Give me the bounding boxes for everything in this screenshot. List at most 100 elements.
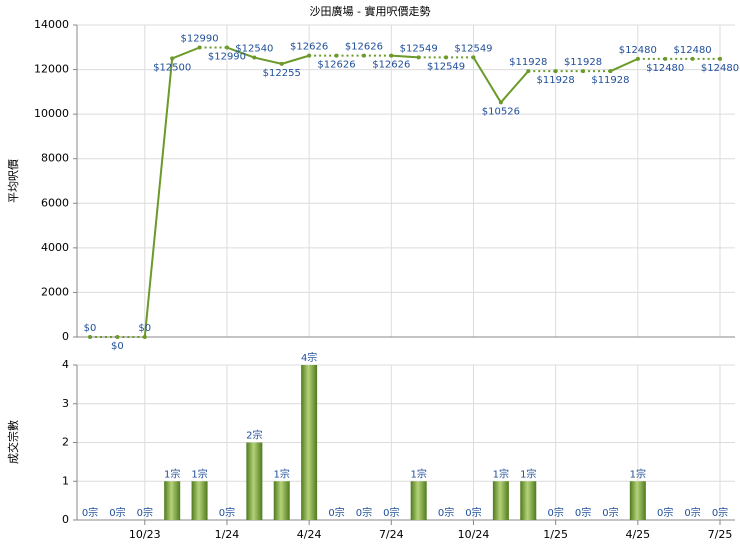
bar	[246, 442, 263, 520]
value-label: $12480	[646, 63, 684, 74]
y-axis-label: 成交宗數	[6, 420, 20, 464]
point	[115, 335, 120, 339]
value-label: 1宗	[520, 467, 536, 480]
y-tick-label: 0	[62, 330, 69, 343]
value-label: 1宗	[493, 467, 509, 480]
value-label: $12480	[619, 45, 657, 56]
value-label: 0宗	[465, 506, 481, 519]
chart-title: 沙田廣場 - 實用呎價走勢	[310, 4, 431, 18]
point	[279, 61, 284, 66]
value-label: 0宗	[547, 506, 563, 519]
point	[718, 56, 722, 61]
x-tick-label: 10/24	[458, 528, 490, 541]
line-segment	[226, 46, 255, 59]
value-label: $11928	[509, 57, 547, 68]
y-tick-label: 12000	[34, 63, 69, 76]
bar	[410, 481, 427, 520]
y-tick-label: 2000	[41, 285, 69, 298]
plot-area	[77, 25, 735, 337]
line-segment	[610, 57, 639, 73]
line-segment	[472, 56, 502, 103]
point	[444, 55, 449, 60]
x-tick-label: 7/24	[379, 528, 404, 541]
value-label: $10526	[482, 106, 520, 117]
value-label: 0宗	[219, 506, 235, 519]
point	[663, 56, 668, 61]
x-tick-label: 4/24	[297, 528, 322, 541]
line-segment	[281, 54, 310, 65]
y-tick-label: 1	[62, 474, 69, 487]
value-label: 1宗	[274, 467, 290, 480]
value-label: 0宗	[438, 506, 454, 519]
value-label: $0	[84, 323, 97, 334]
y-tick-label: 10000	[34, 107, 69, 120]
y-tick-label: 6000	[41, 196, 69, 209]
line-segment	[391, 54, 419, 59]
value-label: 0宗	[602, 506, 618, 519]
bar	[191, 481, 208, 520]
point	[581, 69, 586, 74]
x-tick-label: 4/25	[625, 528, 650, 541]
value-label: 0宗	[684, 506, 700, 519]
value-label: $12549	[427, 61, 465, 72]
bar	[629, 481, 646, 520]
value-label: 0宗	[383, 506, 399, 519]
point	[142, 335, 147, 339]
value-label: $12626	[317, 60, 355, 71]
bar	[492, 481, 509, 520]
value-label: $12990	[208, 52, 246, 63]
value-label: $12540	[235, 44, 273, 55]
value-label: $12480	[701, 63, 739, 74]
line-segment	[143, 58, 174, 338]
value-label: 0宗	[356, 506, 372, 519]
value-label: 1宗	[411, 467, 427, 480]
value-label: 1宗	[164, 467, 180, 480]
y-tick-label: 4	[62, 358, 69, 371]
line-segment	[500, 70, 530, 104]
value-label: 0宗	[657, 506, 673, 519]
y-tick-label: 0	[62, 513, 69, 526]
point	[416, 55, 421, 60]
value-label: 0宗	[109, 506, 125, 519]
y-axis-label: 平均呎價	[6, 159, 20, 203]
point	[526, 69, 531, 74]
value-label: $12500	[153, 62, 191, 73]
value-label: 0宗	[575, 506, 591, 519]
bar	[301, 365, 318, 520]
value-label: $12626	[372, 60, 410, 71]
y-tick-label: 3	[62, 397, 69, 410]
point	[88, 335, 92, 339]
value-label: $12480	[674, 45, 712, 56]
x-tick-label: 1/24	[215, 528, 240, 541]
value-label: $0	[138, 323, 151, 334]
value-label: $11928	[591, 75, 629, 86]
value-label: $12549	[454, 43, 492, 54]
value-label: 0宗	[328, 506, 344, 519]
point	[334, 53, 339, 58]
point	[553, 69, 558, 74]
bar	[164, 481, 181, 520]
x-tick-label: 10/23	[129, 528, 161, 541]
value-label: $11928	[564, 57, 602, 68]
value-label: $0	[111, 341, 124, 352]
value-label: $11928	[537, 75, 575, 86]
value-label: 4宗	[301, 351, 317, 364]
line-segment	[254, 56, 282, 65]
y-tick-label: 8000	[41, 152, 69, 165]
point	[498, 100, 503, 105]
y-tick-label: 4000	[41, 241, 69, 254]
value-label: $12990	[180, 34, 218, 45]
x-tick-label: 1/25	[543, 528, 568, 541]
point	[389, 53, 394, 58]
value-label: $12626	[345, 42, 383, 53]
value-label: $12549	[400, 43, 438, 54]
bar	[520, 481, 537, 520]
point	[224, 45, 229, 50]
value-label: $12255	[263, 68, 301, 79]
point	[197, 45, 202, 50]
bar	[273, 481, 290, 520]
value-label: $12626	[290, 42, 328, 53]
value-label: 0宗	[137, 506, 153, 519]
value-label: 1宗	[630, 467, 646, 480]
